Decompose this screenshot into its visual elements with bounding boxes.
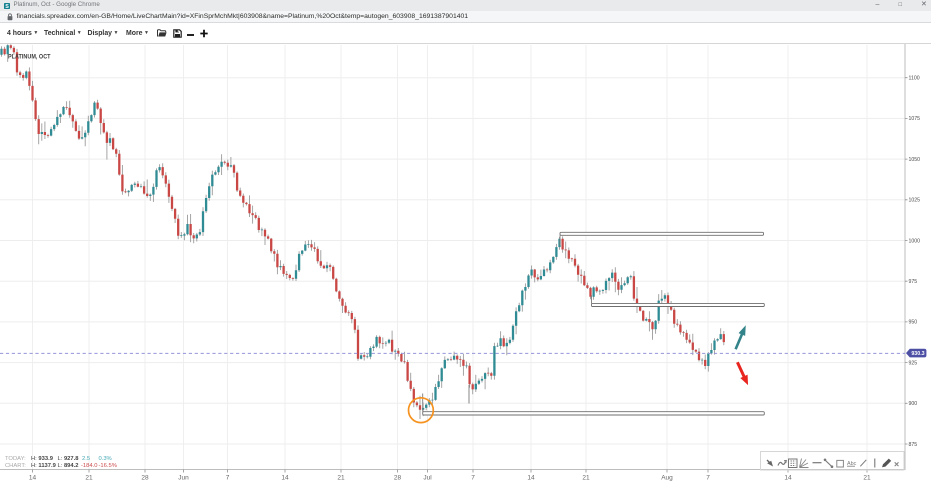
svg-text:975: 975 (909, 279, 918, 285)
svg-text:875: 875 (909, 442, 918, 448)
svg-text:28: 28 (394, 475, 402, 482)
svg-text:14: 14 (784, 475, 792, 482)
svg-text:21: 21 (85, 475, 93, 482)
svg-text:1025: 1025 (909, 198, 921, 204)
svg-text:-16.5%: -16.5% (99, 463, 117, 469)
svg-text:L: 894.2: L: 894.2 (58, 463, 79, 469)
svg-text:CHART:: CHART: (5, 463, 26, 469)
svg-text:PLATINUM, OCT: PLATINUM, OCT (8, 54, 51, 61)
svg-text:14: 14 (281, 475, 289, 482)
svg-text:28: 28 (141, 475, 149, 482)
svg-text:TODAY:: TODAY: (5, 456, 26, 462)
svg-text:14: 14 (527, 475, 535, 482)
svg-text:21: 21 (863, 475, 871, 482)
svg-text:7: 7 (706, 475, 710, 482)
svg-text:2.5: 2.5 (82, 456, 90, 462)
svg-text:H: 1137.9: H: 1137.9 (31, 463, 57, 469)
svg-text:Jul: Jul (423, 475, 432, 482)
svg-text:925: 925 (909, 360, 918, 366)
svg-text:1050: 1050 (909, 157, 921, 163)
svg-text:7: 7 (226, 475, 230, 482)
svg-text:21: 21 (337, 475, 345, 482)
svg-text:930.3: 930.3 (911, 351, 924, 357)
svg-text:950: 950 (909, 320, 918, 326)
svg-text:7: 7 (471, 475, 475, 482)
svg-text:900: 900 (909, 401, 918, 407)
svg-text:Jun: Jun (178, 475, 189, 482)
svg-text:14: 14 (29, 475, 37, 482)
svg-text:0.3%: 0.3% (99, 456, 112, 462)
svg-text:H: 933.9: H: 933.9 (31, 456, 54, 462)
svg-text:1075: 1075 (909, 116, 921, 122)
svg-text:21: 21 (582, 475, 590, 482)
svg-text:L: 927.8: L: 927.8 (58, 456, 80, 462)
svg-text:Aug: Aug (661, 475, 673, 482)
svg-text:1000: 1000 (909, 238, 921, 244)
svg-text:-184.0: -184.0 (81, 463, 97, 469)
svg-text:S: S (5, 3, 9, 8)
svg-text:Abc: Abc (847, 461, 857, 467)
svg-text:1100: 1100 (909, 76, 920, 82)
